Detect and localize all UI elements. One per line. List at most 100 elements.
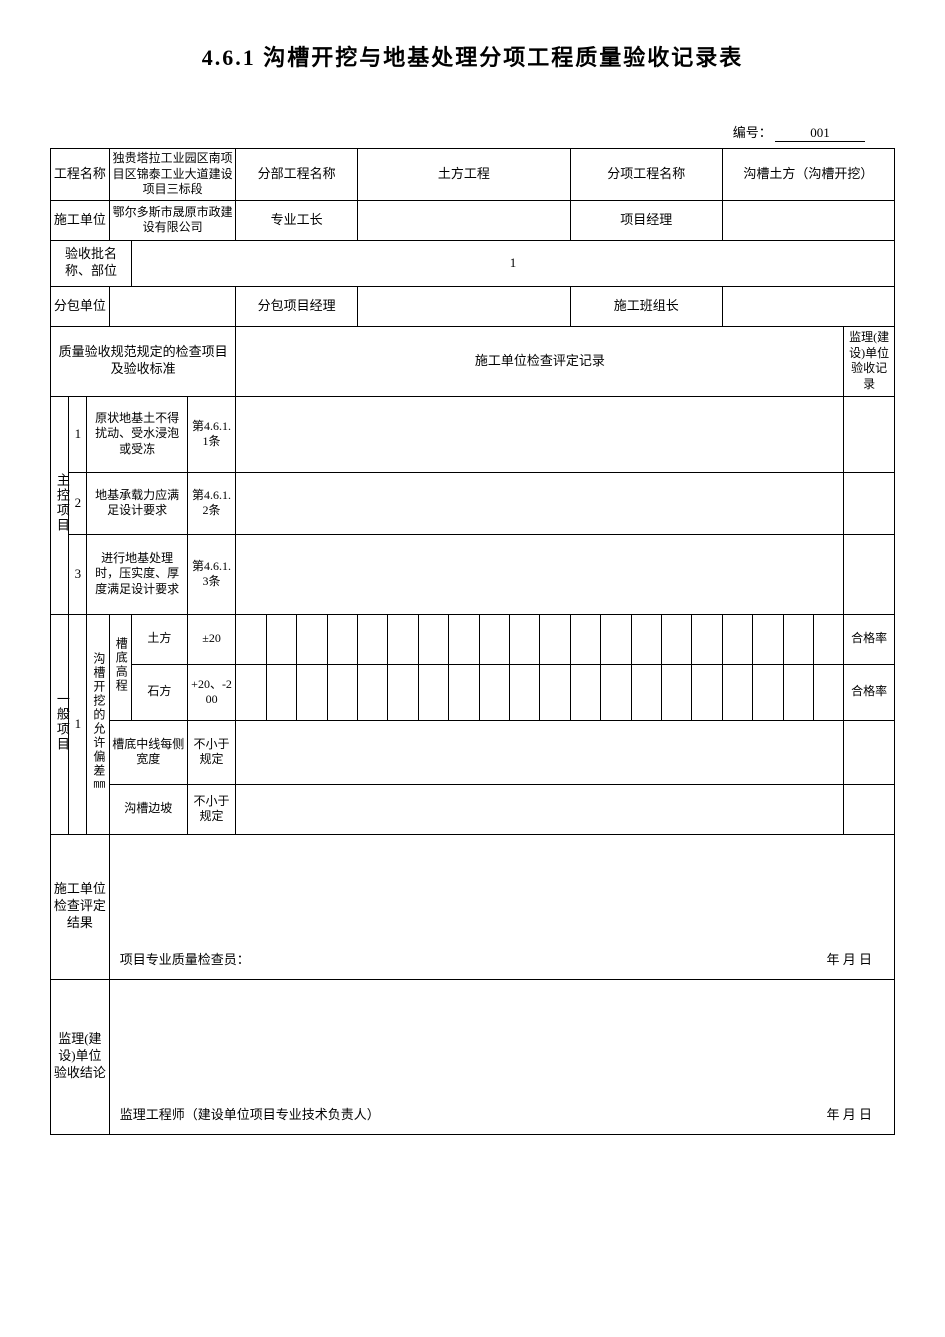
measure-cell <box>509 664 539 720</box>
constr-result-block: 项目专业质量检查员： 年 月 日 <box>109 834 894 979</box>
main-r2-sup <box>844 472 895 534</box>
measure-cell <box>601 664 631 720</box>
sub-pm-label: 分包项目经理 <box>236 286 358 326</box>
subcontractor-label: 分包单位 <box>51 286 110 326</box>
team-leader-value <box>722 286 894 326</box>
measure-cell <box>449 614 479 664</box>
measure-cell <box>570 664 600 720</box>
measure-cell <box>388 614 418 664</box>
gen-idx: 1 <box>69 614 87 834</box>
item-name-value: 沟槽土方（沟槽开挖） <box>722 149 894 201</box>
constructor-value: 鄂尔多斯市晟原市政建设有限公司 <box>109 200 236 240</box>
foreman-value <box>357 200 570 240</box>
measure-cell <box>297 664 327 720</box>
measure-cell <box>357 664 387 720</box>
main-r3-record <box>236 534 844 614</box>
measure-cell <box>631 614 661 664</box>
supervisor-result-block: 监理工程师（建设单位项目专业技术负责人） 年 月 日 <box>109 979 894 1134</box>
sub-pm-value <box>357 286 570 326</box>
measure-cell <box>783 614 813 664</box>
subpart-name-label: 分部工程名称 <box>236 149 358 201</box>
measure-cell <box>722 614 752 664</box>
measure-cell <box>297 614 327 664</box>
measure-cell <box>661 664 691 720</box>
doc-number-label: 编号： <box>733 125 772 140</box>
main-r1-idx: 1 <box>69 396 87 472</box>
gen-rock-tol: +20、-200 <box>187 664 236 720</box>
measure-cell <box>449 664 479 720</box>
page-title: 4.6.1 沟槽开挖与地基处理分项工程质量验收记录表 <box>50 40 895 72</box>
measure-cell <box>813 614 843 664</box>
subcontractor-value <box>109 286 236 326</box>
measure-cell <box>722 664 752 720</box>
constr-result-label: 施工单位检查评定结果 <box>51 834 110 979</box>
measure-cell <box>266 664 296 720</box>
gen-bottom-width-record <box>236 720 844 784</box>
measure-cell <box>661 614 691 664</box>
main-r1-sup <box>844 396 895 472</box>
gen-soil-tol: ±20 <box>187 614 236 664</box>
main-group-label: 主控项目 <box>51 396 69 614</box>
measure-cell <box>783 664 813 720</box>
measure-cell <box>509 614 539 664</box>
main-r3-sup <box>844 534 895 614</box>
measure-cell <box>631 664 661 720</box>
item-name-label: 分项工程名称 <box>570 149 722 201</box>
pm-label: 项目经理 <box>570 200 722 240</box>
spec-header: 质量验收规范规定的检查项目及验收标准 <box>51 326 236 396</box>
supervisor-record-header: 监理(建设)单位验收记录 <box>844 326 895 396</box>
team-leader-label: 施工班组长 <box>570 286 722 326</box>
measure-cell <box>266 614 296 664</box>
measure-cell <box>753 614 783 664</box>
gen-bottom-width-sup <box>844 720 895 784</box>
project-name-value: 独贵塔拉工业园区南项目区锦泰工业大道建设项目三标段 <box>109 149 236 201</box>
gen-slope-record <box>236 784 844 834</box>
measure-cell <box>327 614 357 664</box>
measure-cell <box>813 664 843 720</box>
measure-cell <box>357 614 387 664</box>
measure-cell <box>540 664 570 720</box>
doc-number-value: 001 <box>775 125 865 142</box>
main-r3-item: 进行地基处理时，压实度、厚度满足设计要求 <box>87 534 187 614</box>
batch-value: 1 <box>132 240 895 286</box>
gen-rock-passrate: 合格率 <box>844 664 895 720</box>
constr-signer-label: 项目专业质量检查员： <box>120 952 250 969</box>
doc-number-row: 编号： 001 <box>50 122 895 142</box>
measure-cell <box>692 664 722 720</box>
measure-cell <box>753 664 783 720</box>
measure-cell <box>236 664 266 720</box>
main-r2-std: 第4.6.1.2条 <box>187 472 236 534</box>
gen-bottom-width-label: 槽底中线每侧宽度 <box>109 720 187 784</box>
measure-cell <box>540 614 570 664</box>
gen-soil-passrate: 合格率 <box>844 614 895 664</box>
measure-cell <box>327 664 357 720</box>
main-r1-std: 第4.6.1.1条 <box>187 396 236 472</box>
measure-cell <box>570 614 600 664</box>
constructor-label: 施工单位 <box>51 200 110 240</box>
main-r1-record <box>236 396 844 472</box>
gen-rock-label: 石方 <box>132 664 188 720</box>
gen-bottom-width-tol: 不小于规定 <box>187 720 236 784</box>
gen-group-label: 一般项目 <box>51 614 69 834</box>
measure-cell <box>236 614 266 664</box>
main-r3-std: 第4.6.1.3条 <box>187 534 236 614</box>
measure-cell <box>388 664 418 720</box>
project-name-label: 工程名称 <box>51 149 110 201</box>
measure-cell <box>479 664 509 720</box>
pm-value <box>722 200 894 240</box>
measure-cell <box>418 614 448 664</box>
measure-cell <box>692 614 722 664</box>
gen-slope-tol: 不小于规定 <box>187 784 236 834</box>
gen-bottom-elev-label: 槽底高程 <box>109 614 131 720</box>
supervisor-date-label: 年 月 日 <box>826 1107 872 1124</box>
measure-cell <box>601 614 631 664</box>
measure-cell <box>418 664 448 720</box>
gen-slope-label: 沟槽边坡 <box>109 784 187 834</box>
subpart-name-value: 土方工程 <box>357 149 570 201</box>
batch-label: 验收批名称、部位 <box>51 240 132 286</box>
main-r2-item: 地基承载力应满足设计要求 <box>87 472 187 534</box>
main-r2-idx: 2 <box>69 472 87 534</box>
form-table: 工程名称 独贵塔拉工业园区南项目区锦泰工业大道建设项目三标段 分部工程名称 土方… <box>50 148 895 1135</box>
main-r3-idx: 3 <box>69 534 87 614</box>
main-r2-record <box>236 472 844 534</box>
